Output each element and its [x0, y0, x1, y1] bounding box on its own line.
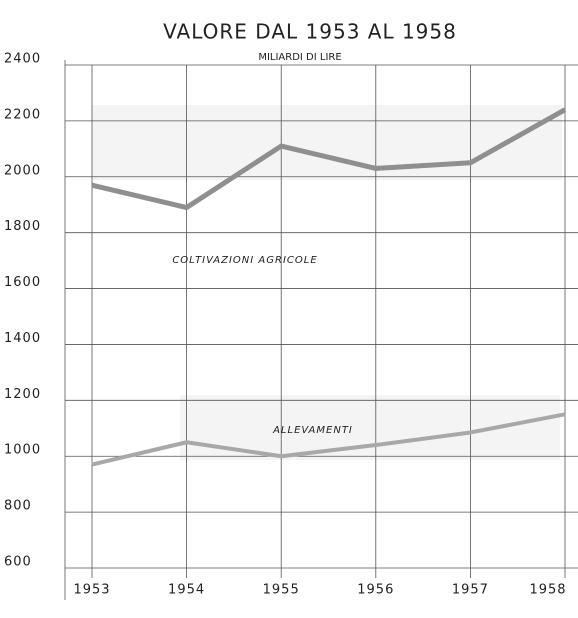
y-tick-label: 1600 — [4, 275, 41, 290]
x-tick-label: 1953 — [73, 583, 110, 598]
series-line — [91, 412, 566, 467]
y-tick-label: 600 — [4, 555, 32, 570]
series-line — [91, 107, 567, 211]
x-tick-label: 1956 — [357, 583, 394, 598]
y-tick-label: 2000 — [4, 163, 41, 178]
series-label: COLTIVAZIONI AGRICOLE — [172, 255, 317, 266]
series-label: ALLEVAMENTI — [272, 425, 353, 436]
shaded-band — [92, 105, 562, 180]
y-tick-label: 1800 — [4, 219, 41, 234]
chart-title: VALORE DAL 1953 AL 1958 — [163, 20, 457, 44]
x-tick-label: 1955 — [263, 583, 300, 598]
x-tick-label: 1958 — [529, 583, 566, 598]
x-tick-label: 1954 — [168, 583, 205, 598]
y-tick-label: 1000 — [4, 443, 41, 458]
chart-subtitle: MILIARDI DI LIRE — [258, 52, 341, 63]
x-tick-label: 1957 — [452, 583, 489, 598]
y-tick-label: 800 — [4, 499, 32, 514]
y-tick-label: 2400 — [4, 52, 41, 67]
y-tick-label: 2200 — [4, 107, 41, 122]
y-tick-label: 1400 — [4, 331, 41, 346]
y-tick-label: 1200 — [4, 387, 41, 402]
